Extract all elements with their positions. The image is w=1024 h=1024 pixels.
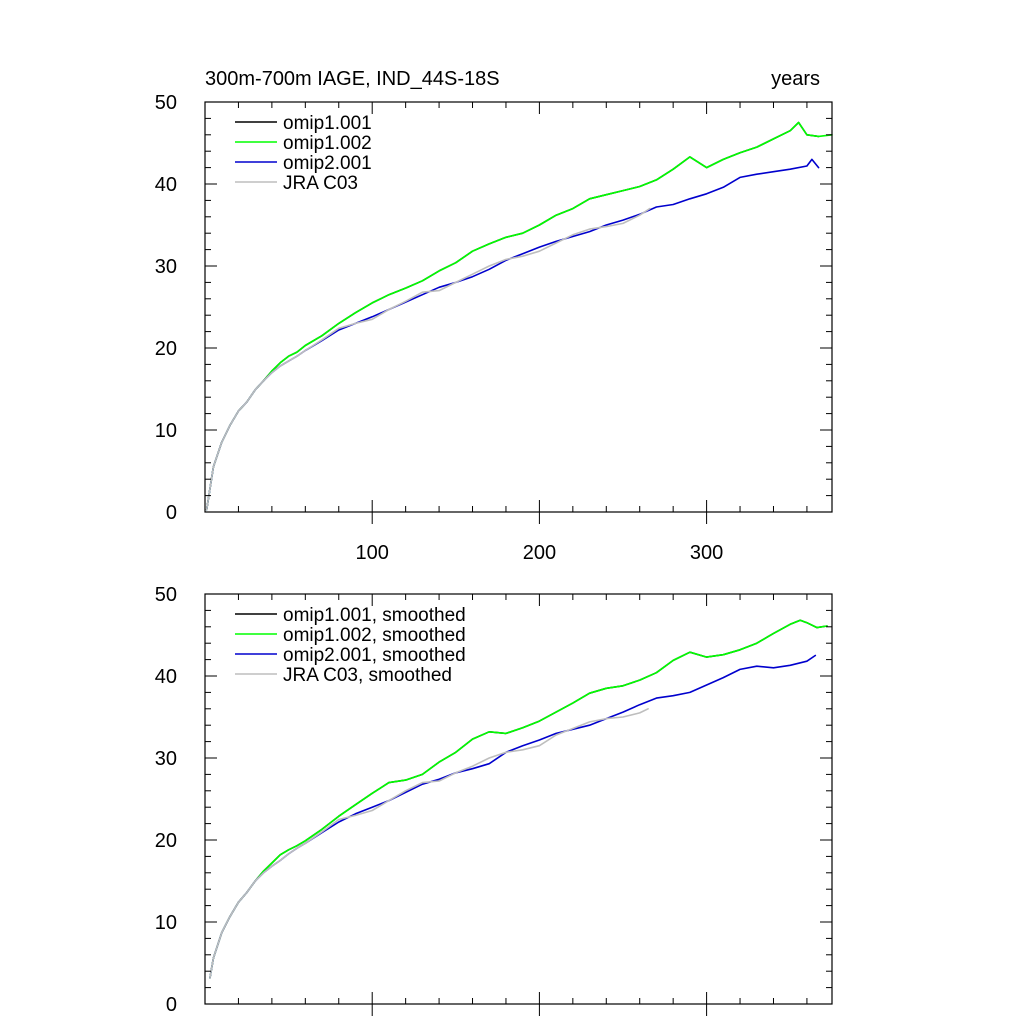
legend-label-jra-c03: JRA C03: [283, 173, 358, 194]
x-tick-label: 300: [690, 542, 723, 564]
y-tick-label: 50: [155, 584, 177, 606]
legend-label-omip2-001: omip2.001: [283, 153, 372, 174]
legend-label-omip1-001-smoothed: omip1.001, smoothed: [283, 605, 466, 626]
y-tick-label: 40: [155, 666, 177, 688]
y-tick-label: 40: [155, 174, 177, 196]
y-tick-label: 50: [155, 92, 177, 114]
y-tick-label: 0: [166, 994, 177, 1016]
legend-label-jra-c03-smoothed: JRA C03, smoothed: [283, 665, 452, 686]
chart-title: 300m-700m IAGE, IND_44S-18S: [205, 68, 500, 90]
y-tick-label: 20: [155, 830, 177, 852]
bottom-panel: 0 10 20 30 40 50 omip1.001, smoothedomip1.002,…: [155, 584, 833, 1016]
top-panel: 0 10 20 30 40 50 100 200 300 300m-700m IAGE, IND_…: [155, 68, 833, 564]
legend-label-omip1-002: omip1.002: [283, 133, 372, 154]
y-tick-label: 10: [155, 912, 177, 934]
series-line-omip1-002-smoothed: [209, 619, 828, 979]
x-tick-label: 100: [356, 542, 389, 564]
y-tick-label: 30: [155, 256, 177, 278]
y-tick-label: 30: [155, 748, 177, 770]
x-tick-label: 200: [523, 542, 556, 564]
y-tick-label: 10: [155, 420, 177, 442]
units-label: years: [771, 68, 820, 90]
legend-label-omip2-001-smoothed: omip2.001, smoothed: [283, 645, 466, 666]
y-tick-label: 0: [166, 502, 177, 524]
series-line-jra-c03: [205, 207, 651, 511]
series-line-jra-c03-smoothed: [209, 707, 649, 979]
legend-label-omip1-001: omip1.001: [283, 113, 372, 134]
legend-label-omip1-002-smoothed: omip1.002, smoothed: [283, 625, 466, 646]
plot-frame: [204, 101, 833, 513]
y-tick-label: 20: [155, 338, 177, 360]
plot-frame: [204, 593, 833, 1005]
